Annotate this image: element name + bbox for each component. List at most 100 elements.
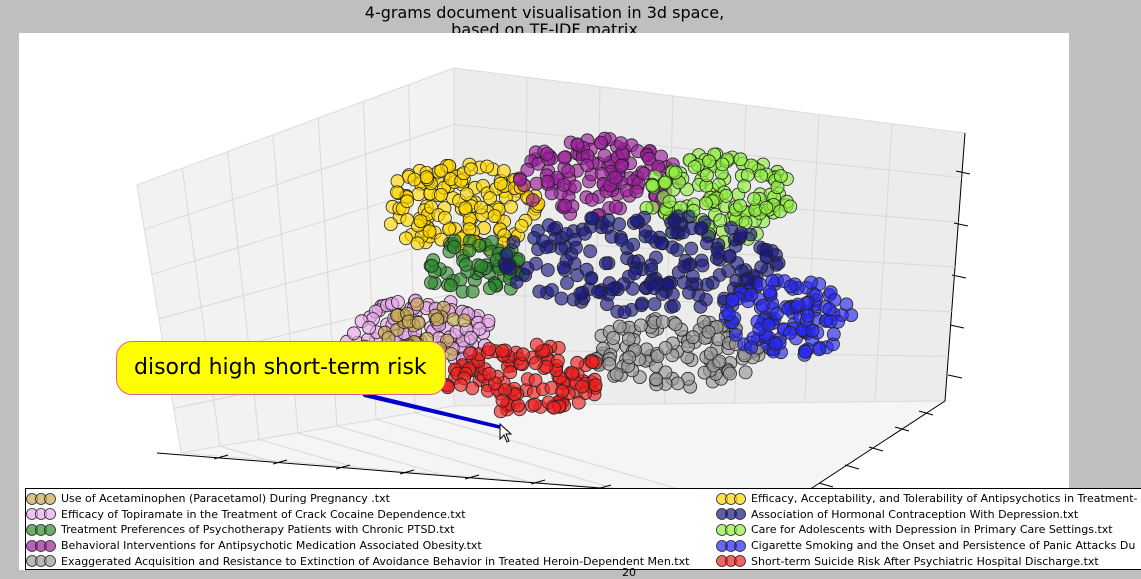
legend-label: Behavioral Interventions for Antipsychot… [61, 539, 482, 553]
data-point [551, 353, 565, 368]
data-point [605, 282, 620, 297]
data-point [744, 340, 759, 355]
data-point [525, 193, 540, 207]
legend-marker-icon [716, 492, 746, 505]
data-point [747, 191, 761, 206]
data-point [463, 346, 477, 361]
data-point [684, 221, 699, 236]
data-point [601, 213, 616, 228]
scatter-points [339, 131, 859, 431]
legend-item: Treatment Preferences of Psychotherapy P… [26, 522, 689, 538]
data-point [700, 277, 715, 292]
data-point [725, 293, 740, 308]
data-point [570, 137, 585, 152]
data-point [502, 261, 517, 276]
data-point [738, 365, 753, 380]
legend: Use of Acetaminophen (Paracetamol) Durin… [25, 488, 1141, 570]
data-point [614, 158, 629, 173]
data-point [647, 297, 662, 312]
data-point [561, 164, 576, 179]
x-tick [213, 454, 229, 460]
data-point [591, 284, 605, 299]
data-point [677, 259, 692, 274]
data-point [545, 283, 559, 297]
data-point [822, 302, 837, 317]
data-point [520, 162, 535, 177]
data-point [602, 356, 617, 371]
legend-marker-icon [716, 539, 746, 552]
data-point [555, 384, 569, 399]
data-point [643, 230, 658, 244]
y-axis-line [788, 400, 946, 504]
data-point [647, 281, 662, 296]
data-point [458, 257, 473, 272]
data-point [481, 314, 496, 328]
data-point [434, 163, 449, 178]
data-point [721, 307, 736, 322]
data-point [637, 166, 651, 181]
data-point [390, 185, 404, 200]
z-tick [953, 222, 969, 227]
data-point [407, 172, 422, 187]
data-point [614, 136, 628, 150]
legend-item: Efficacy of Topiramate in the Treatment … [26, 507, 689, 523]
legend-label: Cigarette Smoking and the Onset and Pers… [751, 539, 1136, 553]
data-point [585, 211, 600, 226]
data-point [791, 297, 805, 312]
data-point [759, 249, 774, 264]
data-point [700, 168, 714, 183]
data-point [434, 187, 448, 202]
data-point [583, 244, 597, 259]
data-point [634, 298, 649, 313]
data-point [480, 159, 494, 174]
data-point [715, 157, 730, 172]
data-point [774, 169, 788, 184]
data-point [410, 236, 425, 251]
legend-item: Association of Hormonal Contraception Wi… [716, 507, 1138, 523]
x-tick-label: 20 [622, 566, 636, 579]
data-point [565, 366, 580, 381]
data-point [733, 198, 747, 213]
scatter-3d-plot [136, 67, 971, 504]
data-point [557, 177, 571, 192]
data-point [737, 179, 752, 194]
legend-marker-icon [716, 524, 746, 536]
data-point [629, 184, 644, 199]
data-point [701, 324, 716, 339]
data-point [383, 217, 398, 232]
data-point [823, 314, 838, 329]
data-point [612, 319, 627, 334]
data-point [541, 218, 556, 233]
data-point [668, 317, 683, 332]
data-point [411, 187, 426, 202]
plot-area[interactable]: disord high short-term risk [19, 33, 1069, 570]
data-point [740, 272, 755, 286]
data-point [571, 395, 586, 410]
data-point [719, 188, 734, 203]
data-point [424, 258, 439, 273]
legend-item: Exaggerated Acquisition and Resistance t… [26, 553, 689, 569]
data-point [762, 285, 777, 299]
data-point [662, 194, 677, 209]
legend-column-left: Use of Acetaminophen (Paracetamol) Durin… [26, 491, 689, 569]
legend-item: Cigarette Smoking and the Onset and Pers… [716, 538, 1138, 554]
data-point [362, 320, 377, 335]
data-point [536, 234, 550, 248]
data-point [626, 237, 641, 252]
data-point [514, 219, 529, 233]
legend-item: Care for Adolescents with Depression in … [716, 522, 1138, 538]
data-point [472, 321, 487, 336]
data-point [528, 356, 543, 371]
data-point [702, 154, 716, 169]
data-point [693, 299, 708, 314]
grid-line [874, 123, 893, 402]
data-point [617, 305, 632, 320]
data-point [804, 275, 818, 290]
data-point [629, 213, 644, 228]
data-point [424, 275, 438, 290]
mouse-cursor-icon [499, 423, 513, 443]
data-point [670, 376, 685, 391]
data-point [540, 174, 555, 189]
legend-marker-icon [716, 508, 746, 521]
data-point [556, 260, 571, 275]
